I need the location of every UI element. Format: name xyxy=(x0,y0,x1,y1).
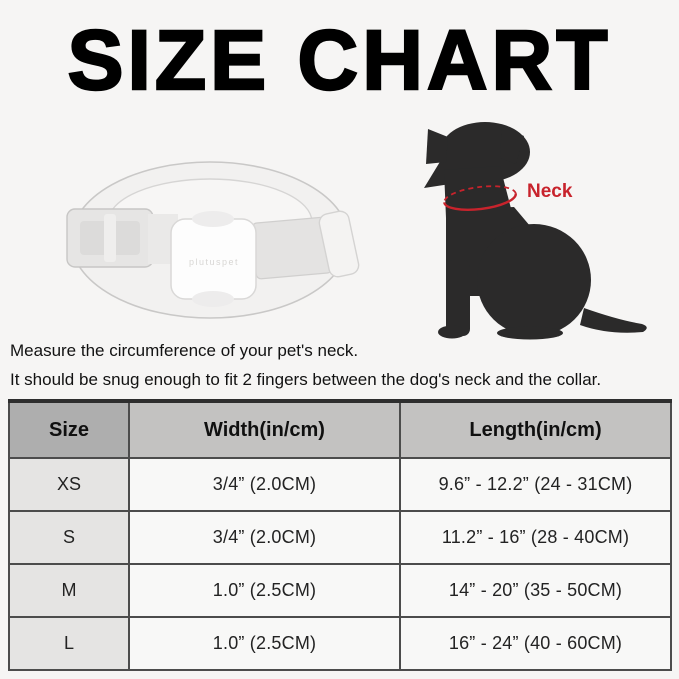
table-cell-length: 14” - 20” (35 - 50CM) xyxy=(399,563,672,618)
table-cell-width: 1.0” (2.5CM) xyxy=(128,563,401,618)
measuring-instructions: Measure the circumference of your pet's … xyxy=(10,336,675,394)
table-header-size: Size xyxy=(8,400,130,459)
dog-diagram: Neck xyxy=(400,110,660,350)
table-cell-size: M xyxy=(8,563,130,618)
table-header-length: Length(in/cm) xyxy=(399,400,672,459)
table-header-width: Width(in/cm) xyxy=(128,400,401,459)
table-row-l: L 1.0” (2.5CM) 16” - 24” (40 - 60CM) xyxy=(8,616,672,671)
dog-silhouette-icon: Neck xyxy=(424,122,647,340)
instruction-line-1: Measure the circumference of your pet's … xyxy=(10,341,359,360)
table-cell-length: 9.6” - 12.2” (24 - 31CM) xyxy=(399,457,672,512)
table-cell-size: XS xyxy=(8,457,130,512)
table-cell-width: 3/4” (2.0CM) xyxy=(128,510,401,565)
table-cell-width: 1.0” (2.5CM) xyxy=(128,616,401,671)
collar-buckle: plutuspet xyxy=(170,211,257,307)
table-cell-size: L xyxy=(8,616,130,671)
page-title: SIZE CHART xyxy=(66,13,612,107)
neck-measure-ellipse xyxy=(443,185,517,211)
neck-label: Neck xyxy=(527,181,573,202)
table-cell-size: S xyxy=(8,510,130,565)
table-cell-width: 3/4” (2.0CM) xyxy=(128,457,401,512)
table-row-xs: XS 3/4” (2.0CM) 9.6” - 12.2” (24 - 31CM) xyxy=(8,457,672,512)
collar-slider xyxy=(66,208,154,268)
instruction-line-2: It should be snug enough to fit 2 finger… xyxy=(10,370,602,389)
table-header-row: Size Width(in/cm) Length(in/cm) xyxy=(8,400,672,459)
table-row-m: M 1.0” (2.5CM) 14” - 20” (35 - 50CM) xyxy=(8,563,672,618)
table-row-s: S 3/4” (2.0CM) 11.2” - 16” (28 - 40CM) xyxy=(8,510,672,565)
collar-illustration: plutuspet xyxy=(40,148,370,333)
collar-brand-text: plutuspet xyxy=(189,257,239,267)
table-cell-length: 11.2” - 16” (28 - 40CM) xyxy=(399,510,672,565)
table-cell-length: 16” - 24” (40 - 60CM) xyxy=(399,616,672,671)
collar-keeper xyxy=(318,210,360,278)
size-table: Size Width(in/cm) Length(in/cm) XS 3/4” … xyxy=(8,399,672,671)
collar-icon: plutuspet xyxy=(66,161,360,319)
size-table-container: Size Width(in/cm) Length(in/cm) XS 3/4” … xyxy=(8,399,672,671)
